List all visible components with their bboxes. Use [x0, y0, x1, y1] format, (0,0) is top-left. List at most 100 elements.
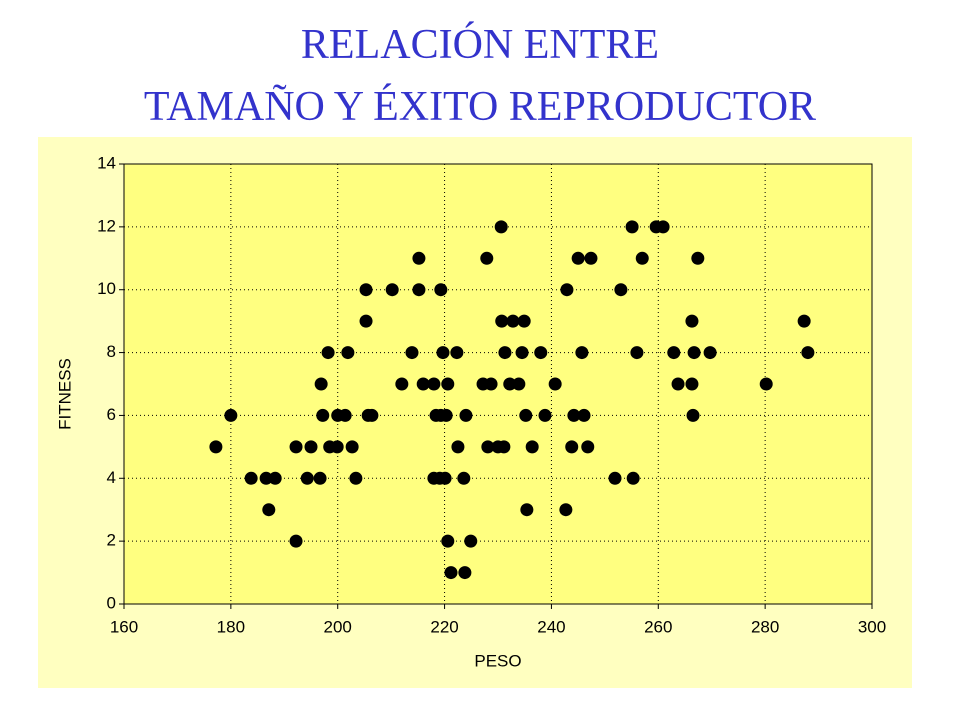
point	[262, 503, 276, 517]
point	[450, 346, 464, 360]
point	[548, 377, 562, 391]
point	[495, 314, 509, 328]
point	[289, 534, 303, 548]
point	[316, 408, 330, 422]
point	[289, 440, 303, 454]
point	[667, 346, 681, 360]
point	[321, 346, 335, 360]
point	[797, 314, 811, 328]
point	[441, 377, 455, 391]
y-tick-label: 8	[107, 342, 116, 361]
point	[451, 440, 465, 454]
point	[575, 346, 589, 360]
point	[691, 251, 705, 265]
y-tick-label: 10	[97, 279, 116, 298]
point	[385, 283, 399, 297]
point	[671, 377, 685, 391]
point	[538, 408, 552, 422]
point	[581, 440, 595, 454]
point	[565, 440, 579, 454]
point	[560, 283, 574, 297]
x-tick-label: 160	[110, 617, 138, 636]
point	[244, 471, 258, 485]
x-tick-label: 180	[217, 617, 245, 636]
point	[494, 220, 508, 234]
point	[506, 314, 520, 328]
point	[395, 377, 409, 391]
point	[304, 440, 318, 454]
point	[209, 440, 223, 454]
point	[577, 408, 591, 422]
x-tick-label: 260	[644, 617, 672, 636]
point	[584, 251, 598, 265]
point	[498, 346, 512, 360]
point	[427, 377, 441, 391]
point	[268, 471, 282, 485]
point	[630, 346, 644, 360]
point	[457, 471, 471, 485]
x-tick-label: 280	[751, 617, 779, 636]
point	[503, 377, 517, 391]
point	[625, 220, 639, 234]
point	[459, 408, 473, 422]
y-tick-label: 14	[97, 153, 116, 172]
point	[444, 566, 458, 580]
point	[458, 566, 472, 580]
point	[608, 471, 622, 485]
point	[512, 377, 526, 391]
point	[345, 440, 359, 454]
point	[703, 346, 717, 360]
point	[517, 314, 531, 328]
point	[481, 440, 495, 454]
x-axis-label: PESO	[474, 651, 521, 670]
point	[359, 283, 373, 297]
point	[434, 283, 448, 297]
point	[314, 377, 328, 391]
point	[534, 346, 548, 360]
point	[685, 377, 699, 391]
point	[330, 440, 344, 454]
plot-area	[123, 163, 873, 605]
x-tick-label: 200	[324, 617, 352, 636]
point	[687, 346, 701, 360]
point	[520, 503, 534, 517]
point	[656, 220, 670, 234]
point	[614, 283, 628, 297]
y-tick-label: 4	[107, 468, 116, 487]
point	[519, 408, 533, 422]
y-tick-label: 0	[107, 593, 116, 612]
point	[300, 471, 314, 485]
point	[349, 471, 363, 485]
point	[259, 471, 273, 485]
point	[416, 377, 430, 391]
point	[341, 346, 355, 360]
point	[559, 503, 573, 517]
y-axis-label: FITNESS	[55, 358, 74, 430]
point	[405, 346, 419, 360]
point	[801, 346, 815, 360]
point	[436, 346, 450, 360]
point	[441, 534, 455, 548]
point	[571, 251, 585, 265]
point	[515, 346, 529, 360]
point	[464, 534, 478, 548]
title-line: RELACIÓN ENTRE	[301, 21, 659, 68]
title-line: TAMAÑO Y ÉXITO REPRODUCTOR	[144, 83, 816, 130]
y-tick-label: 6	[107, 405, 116, 424]
point	[338, 408, 352, 422]
point	[480, 251, 494, 265]
x-tick-label: 220	[430, 617, 458, 636]
point	[525, 440, 539, 454]
point	[224, 408, 238, 422]
point	[412, 251, 426, 265]
x-tick-label: 300	[858, 617, 886, 636]
point	[686, 408, 700, 422]
y-tick-label: 12	[97, 216, 116, 235]
x-tick-label: 240	[537, 617, 565, 636]
y-tick-label: 2	[107, 531, 116, 550]
point	[439, 408, 453, 422]
point	[484, 377, 498, 391]
point	[359, 314, 373, 328]
point	[412, 283, 426, 297]
